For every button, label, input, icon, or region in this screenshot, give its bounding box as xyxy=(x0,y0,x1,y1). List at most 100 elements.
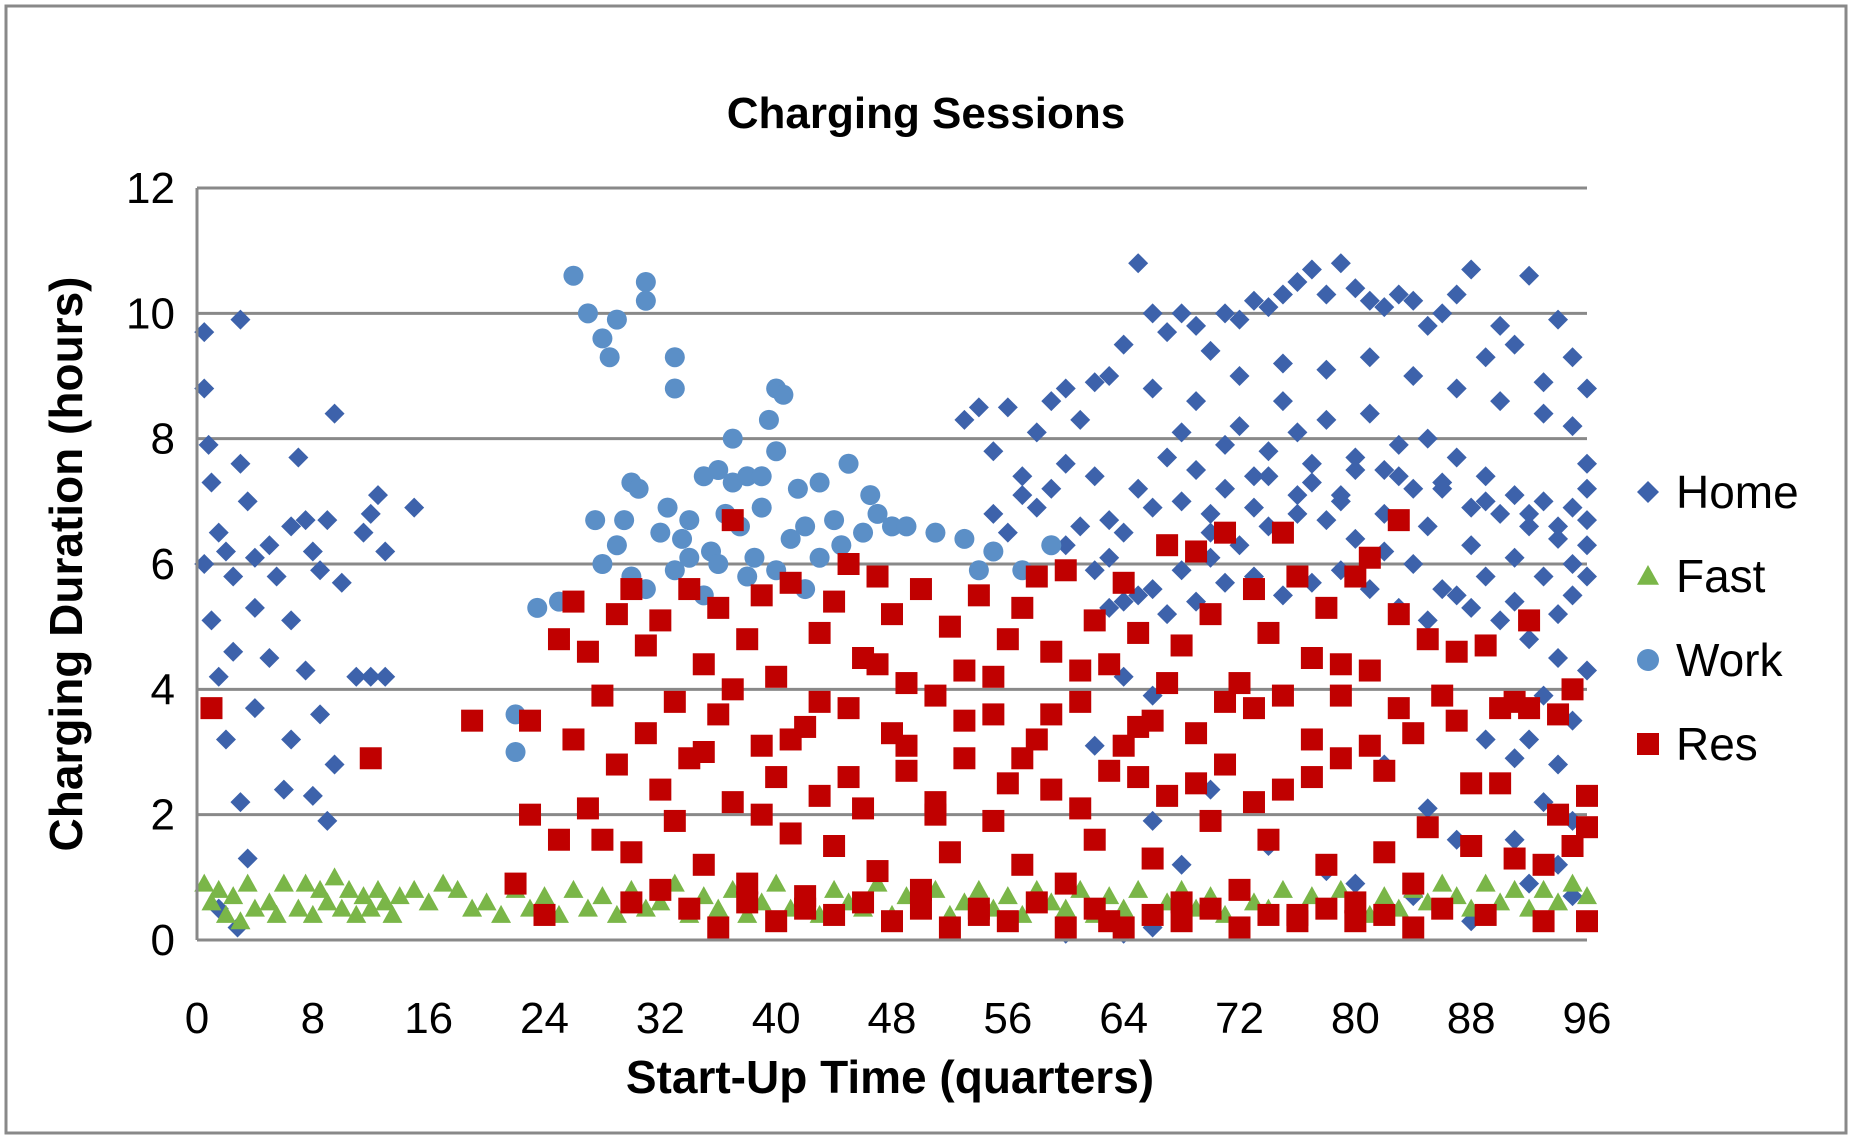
res-point xyxy=(1431,897,1454,920)
work-point xyxy=(954,528,975,549)
home-point xyxy=(1258,466,1279,487)
home-point xyxy=(1504,829,1525,850)
legend-label-res: Res xyxy=(1676,718,1758,770)
home-point xyxy=(1012,485,1033,506)
home-point xyxy=(1345,873,1366,894)
work-point xyxy=(773,384,794,405)
home-point xyxy=(215,729,236,750)
home-point xyxy=(259,535,280,556)
home-point xyxy=(1142,810,1163,831)
home-point xyxy=(1490,315,1511,336)
home-point xyxy=(1084,735,1105,756)
res-point xyxy=(1011,853,1034,876)
res-point xyxy=(707,596,730,619)
home-point xyxy=(1533,372,1554,393)
res-point xyxy=(1069,797,1092,820)
legend-marker-work xyxy=(1637,649,1659,671)
res-point xyxy=(779,728,802,751)
fast-point xyxy=(339,879,360,898)
home-point xyxy=(1012,466,1033,487)
res-point xyxy=(1054,916,1077,939)
x-tick-label: 40 xyxy=(752,994,801,1043)
res-point xyxy=(1329,747,1352,770)
home-point xyxy=(1446,585,1467,606)
res-point xyxy=(649,609,672,632)
home-point xyxy=(281,729,302,750)
fast-point xyxy=(1432,873,1453,892)
y-tick-label: 10 xyxy=(126,289,175,338)
home-point xyxy=(1533,403,1554,424)
fast-point xyxy=(1504,879,1525,898)
res-point xyxy=(1315,596,1338,619)
res-point xyxy=(1011,747,1034,770)
home-point xyxy=(1316,510,1337,531)
home-point xyxy=(1055,453,1076,474)
home-point xyxy=(302,541,323,562)
home-point xyxy=(375,666,396,687)
home-point xyxy=(1388,284,1409,305)
home-point xyxy=(317,810,338,831)
work-point xyxy=(563,265,584,286)
home-point xyxy=(360,503,381,524)
res-point xyxy=(1040,703,1063,726)
fast-point xyxy=(708,898,729,917)
res-point xyxy=(808,690,831,713)
home-point xyxy=(1316,284,1337,305)
work-point xyxy=(744,547,765,568)
work-point xyxy=(577,303,598,324)
fast-point xyxy=(288,898,309,917)
home-point xyxy=(983,441,1004,462)
home-point xyxy=(1388,434,1409,455)
x-tick-label: 80 xyxy=(1331,994,1380,1043)
home-point xyxy=(1345,528,1366,549)
home-point xyxy=(997,522,1018,543)
res-point xyxy=(765,910,788,933)
res-point xyxy=(620,578,643,601)
work-point xyxy=(592,328,613,349)
legend-marker-res xyxy=(1637,733,1659,755)
res-point xyxy=(1069,659,1092,682)
fast-point xyxy=(237,873,258,892)
res-point xyxy=(1358,659,1381,682)
home-point xyxy=(288,447,309,468)
x-tick-label: 0 xyxy=(185,994,209,1043)
res-point xyxy=(678,578,701,601)
home-point xyxy=(997,397,1018,418)
res-point xyxy=(1576,784,1598,807)
res-point xyxy=(895,759,918,782)
y-axis-tick-labels: 0 2 4 6 8 10 12 xyxy=(126,164,175,965)
home-point xyxy=(1272,585,1293,606)
home-point xyxy=(1258,297,1279,318)
res-point xyxy=(547,628,570,651)
home-point xyxy=(1243,497,1264,518)
home-point xyxy=(295,510,316,531)
work-point xyxy=(722,428,743,449)
home-point xyxy=(273,779,294,800)
work-point xyxy=(614,510,635,531)
work-point xyxy=(896,516,917,537)
res-point xyxy=(1257,621,1280,644)
work-point xyxy=(650,522,671,543)
res-point xyxy=(1156,534,1179,557)
home-point xyxy=(1287,485,1308,506)
res-point xyxy=(591,684,614,707)
fast-point xyxy=(462,898,483,917)
home-point xyxy=(1026,422,1047,443)
home-point xyxy=(1577,660,1597,681)
fast-point xyxy=(259,892,280,911)
fast-point xyxy=(302,904,323,923)
work-point xyxy=(751,466,772,487)
home-point xyxy=(1070,516,1091,537)
legend: Home Fast Work Res xyxy=(1637,466,1799,770)
res-point xyxy=(953,747,976,770)
x-tick-label: 16 xyxy=(404,994,453,1043)
res-point xyxy=(996,628,1019,651)
legend-marker-fast xyxy=(1637,565,1659,585)
y-tick-label: 2 xyxy=(151,791,175,840)
res-point xyxy=(779,822,802,845)
home-point xyxy=(1099,366,1120,386)
fast-point xyxy=(867,873,888,892)
home-point xyxy=(1562,497,1583,518)
work-point xyxy=(860,485,881,506)
res-point xyxy=(1112,571,1135,594)
